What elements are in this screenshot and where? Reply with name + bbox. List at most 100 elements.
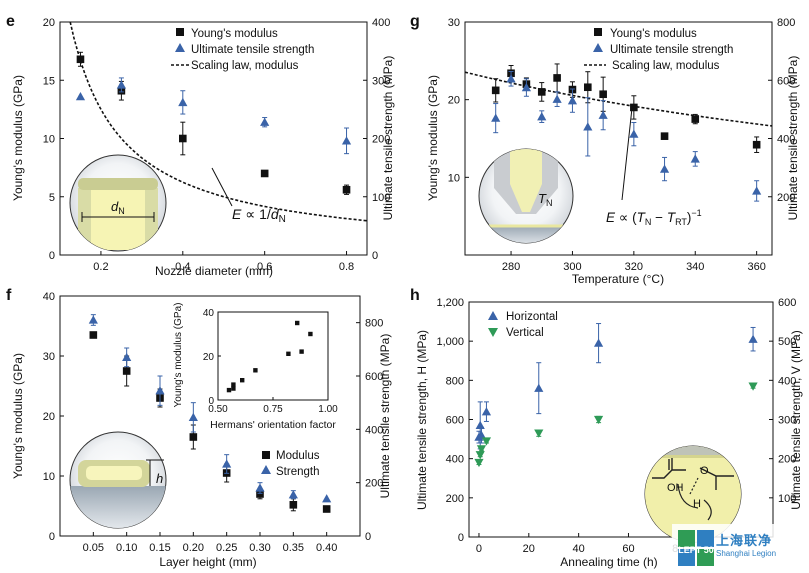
data-point-triangle <box>534 383 544 392</box>
panel-f-inner-chart: 0 20 40 0.50 0.75 1.00 Hermans' orientation … <box>173 303 338 431</box>
panel-e-x-axis: 0.2 0.4 0.6 0.8 <box>93 251 354 273</box>
data-point-triangle <box>260 117 270 126</box>
panel-e-label: e <box>6 13 15 30</box>
data-point-square <box>179 134 187 143</box>
y-tick-label: 15 <box>43 75 55 87</box>
data-point-square <box>256 490 264 498</box>
panel-e-y2-label: Ultimate tensile strength (MPa) <box>381 56 395 221</box>
legend-label-horizontal: Horizontal <box>506 311 558 323</box>
y-tick-label: 10 <box>43 471 55 483</box>
x-tick-label: 0.8 <box>339 261 354 273</box>
panel-f-layer-inset: h <box>69 431 167 529</box>
watermark-logo: LEPT 50 <box>678 530 714 566</box>
panel-f-legend: Modulus Strength <box>261 450 320 478</box>
data-point-square <box>599 90 607 99</box>
data-point-triangle <box>748 334 758 343</box>
x-tick-label: 0.10 <box>116 542 137 554</box>
panel-g-nozzle-inset: TN <box>478 148 574 244</box>
y2-tick-label: 300 <box>372 75 390 87</box>
x-tick-label: 0.30 <box>249 542 270 554</box>
watermark-band: LEPT 50 <box>672 524 809 573</box>
data-point-triangle <box>322 494 332 503</box>
data-point-triangle <box>481 407 492 416</box>
panel-h-plot-area <box>474 323 758 468</box>
data-point-triangle-down <box>748 382 758 391</box>
data-point-triangle <box>583 122 593 131</box>
y2-tick-label: 500 <box>778 336 796 348</box>
x-tick-label: 300 <box>563 261 581 273</box>
y2-tick-label: 300 <box>778 415 796 427</box>
x-tick-label: 20 <box>523 543 535 555</box>
y-tick-label: 30 <box>43 351 55 363</box>
y2-tick-label: 200 <box>777 192 795 204</box>
legend-label-scaling: Scaling law, modulus <box>612 60 720 72</box>
legend-marker-strength <box>175 43 185 52</box>
inner-data-point <box>308 331 313 337</box>
y-tick-label: 20 <box>43 17 55 29</box>
data-point-triangle-down <box>593 415 604 425</box>
panel-g-annotation-pointer <box>621 107 633 201</box>
data-point-triangle <box>155 386 165 395</box>
legend-label-modulus: Modulus <box>276 450 320 462</box>
inner-data-point <box>240 378 245 383</box>
data-point-triangle <box>491 113 501 122</box>
x-tick-label: 0.40 <box>316 542 337 554</box>
data-point-square <box>630 103 638 112</box>
inner-data-point <box>231 382 236 387</box>
y2-tick-label: 800 <box>365 318 383 330</box>
inner-x-axis: 0.50 0.75 1.00 <box>208 397 338 415</box>
x-tick-label: 340 <box>686 261 704 273</box>
legend-marker-strength <box>261 465 271 474</box>
data-point-triangle-down <box>481 437 492 446</box>
legend-label-vertical: Vertical <box>506 327 544 339</box>
scaling-law-curve <box>69 21 368 222</box>
y-tick-label: 1,200 <box>436 297 464 309</box>
y-tick-label: 10 <box>448 172 460 184</box>
inner-data-point <box>299 349 304 354</box>
panel-e-x-label: Nozzle diameter (mm) <box>155 264 273 278</box>
watermark-subtext: Shanghai Legion <box>716 549 777 558</box>
data-point-triangle-down <box>475 451 485 460</box>
panel-g-annotation: E ∝ (TN − TRT)−1 <box>606 208 702 227</box>
data-point-triangle <box>476 430 487 439</box>
data-point-triangle-down <box>534 429 544 438</box>
y2-tick-label: 0 <box>372 250 378 262</box>
inner-data-point <box>231 386 236 391</box>
panel-h-inset-o-label: O <box>700 465 709 477</box>
y2-tick-label: 0 <box>365 531 371 543</box>
panel-h-right-axis: 100 200 300 400 500 600 <box>769 297 796 505</box>
panel-e-left-axis: 0 5 10 15 20 <box>43 17 64 262</box>
y-tick-label: 5 <box>49 192 55 204</box>
panel-h-inset-h-label: H <box>693 498 701 510</box>
y2-tick-label: 200 <box>778 454 796 466</box>
x-tick-label: 0.6 <box>257 261 272 273</box>
panel-e-nozzle-inset: dN <box>69 154 167 252</box>
legend-marker-vertical <box>488 328 498 337</box>
y2-tick-label: 600 <box>778 297 796 309</box>
y-tick-label: 200 <box>446 493 464 505</box>
inner-y-tick-label: 40 <box>203 308 215 319</box>
panel-g-x-label: Temperature (°C) <box>572 272 664 286</box>
data-point-triangle <box>88 315 98 324</box>
y2-tick-label: 600 <box>777 75 795 87</box>
y2-tick-label: 400 <box>372 17 390 29</box>
y-tick-label: 400 <box>446 454 464 466</box>
y2-tick-label: 400 <box>365 424 383 436</box>
inner-y-tick-label: 0 <box>208 396 214 407</box>
legend-label-strength: Strength <box>276 466 319 478</box>
y2-tick-label: 400 <box>777 134 795 146</box>
data-point-triangle <box>567 96 578 105</box>
panel-f-label: f <box>6 287 12 304</box>
data-point-triangle <box>75 91 86 101</box>
data-point-square <box>122 367 131 375</box>
panel-g-label: g <box>410 13 420 30</box>
data-point-square <box>189 433 198 441</box>
y-tick-label: 1,000 <box>436 336 464 348</box>
x-tick-label: 0.25 <box>216 542 237 554</box>
panel-e-right-axis: 0 100 200 300 400 <box>363 17 390 262</box>
data-point-triangle <box>188 412 198 422</box>
legend-marker-modulus <box>594 28 602 36</box>
data-point-square <box>752 140 761 149</box>
data-point-triangle <box>629 129 639 138</box>
